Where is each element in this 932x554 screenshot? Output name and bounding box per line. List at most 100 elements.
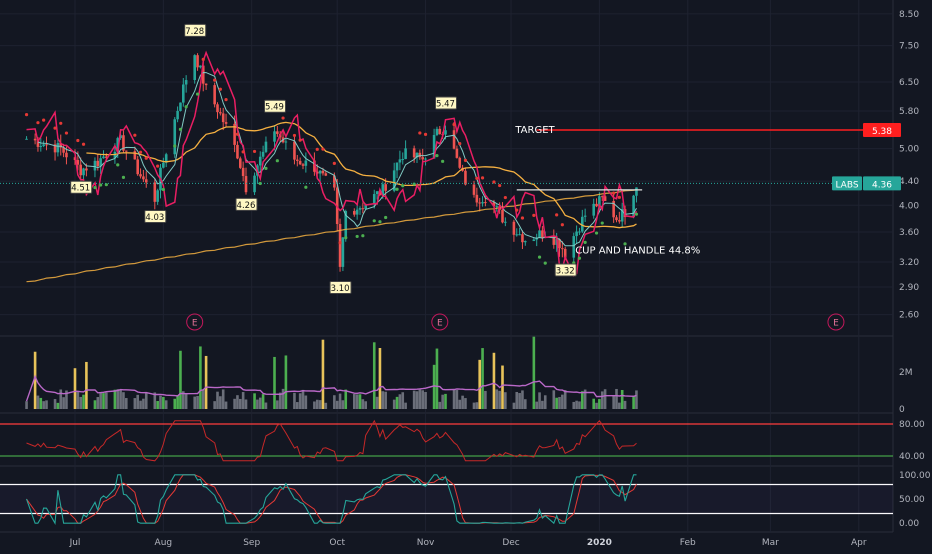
candle-body (598, 196, 601, 207)
sar-dot (53, 126, 57, 130)
price-flag-box (144, 209, 167, 223)
candle-body (475, 194, 479, 203)
candle-body (102, 156, 105, 159)
volume-bar (632, 395, 635, 409)
candle-body (56, 143, 60, 153)
sar-dot (577, 256, 582, 260)
candle-body (105, 156, 108, 158)
candle-body (418, 152, 422, 158)
volume-bar (612, 396, 615, 409)
candle-body (464, 170, 467, 185)
volume-bar (164, 400, 168, 409)
volume-bar (36, 395, 40, 409)
volume-bar (196, 395, 199, 409)
candle-body (216, 104, 219, 113)
sar-dot (634, 212, 639, 216)
candle-body (558, 239, 561, 249)
volume-bar (555, 397, 558, 409)
volume-bar (193, 396, 196, 409)
price-flag-text: 5.47 (436, 99, 455, 109)
last-price-text: 4.36 (872, 180, 892, 190)
volume-bar (318, 400, 322, 409)
sar-dot (515, 208, 519, 212)
volume-bar (139, 400, 142, 409)
sar-dot (121, 175, 126, 179)
sar-dot (623, 242, 627, 246)
volume-bar (618, 402, 621, 409)
candle-body (333, 175, 336, 188)
time-axis-tick: Dec (502, 538, 519, 548)
sar-dot (532, 213, 536, 217)
sar-dot (321, 147, 325, 151)
earnings-letter: E (833, 319, 839, 329)
time-axis-tick: Nov (417, 538, 435, 548)
candle-body (42, 144, 45, 147)
candle-body (344, 211, 348, 238)
sar-dot (178, 127, 183, 131)
candle-body (504, 221, 507, 223)
volume-bar (424, 392, 427, 409)
volume-bar (93, 400, 97, 409)
stoch-axis-tick: 0.00 (899, 519, 919, 529)
price-flag-box (184, 23, 207, 37)
volume-bar (344, 389, 348, 409)
price-flag-text: 3.32 (556, 267, 575, 277)
sar-dot (384, 215, 388, 220)
volume-bar (355, 394, 359, 409)
sar-dot (298, 138, 302, 142)
stoch-d-line (26, 474, 637, 524)
price-axis-tick: 7.50 (899, 42, 919, 52)
candle-body (321, 170, 325, 174)
volume-bar (324, 402, 328, 409)
candle-body (296, 159, 299, 161)
sar-dot (258, 181, 262, 186)
candle-body (62, 147, 65, 153)
sar-dot (218, 87, 222, 91)
volume-bar (56, 402, 60, 409)
sar-dot (213, 78, 217, 82)
volume-bar (521, 390, 524, 409)
sar-dot (537, 255, 542, 259)
candle-body (59, 143, 63, 148)
candle-body (575, 231, 578, 237)
target-price-text: 5.38 (872, 127, 892, 137)
sar-dot (555, 213, 559, 217)
price-axis-tick: 5.00 (899, 145, 919, 155)
ma-200-line (26, 189, 637, 283)
sar-dot (543, 261, 547, 265)
candle-body (404, 148, 407, 160)
volume-bar (364, 401, 367, 409)
price-flag-box (264, 99, 286, 113)
price-flag-box (329, 280, 352, 294)
stoch-band-fill (0, 484, 893, 514)
volume-bar (79, 396, 82, 409)
rsi-axis-tick: 80.00 (899, 420, 925, 430)
candle-body (204, 83, 208, 86)
candle-body (136, 159, 139, 175)
candle-body (412, 148, 416, 158)
sar-dot (418, 131, 422, 135)
volume-bar (461, 395, 464, 409)
candle-body (156, 190, 159, 202)
candle-body (318, 170, 322, 174)
volume-bar (113, 389, 117, 409)
candle-body (615, 217, 618, 221)
sar-dot (355, 234, 359, 239)
volume-bar (122, 392, 125, 409)
sar-dot (435, 154, 439, 158)
candle-body (578, 231, 581, 233)
sar-dot (332, 161, 336, 165)
candle-body (532, 239, 536, 242)
sar-dot (64, 131, 69, 135)
sar-dot (116, 163, 120, 167)
volume-bar (535, 401, 538, 409)
candle-body (515, 234, 519, 236)
candle-body (25, 138, 28, 140)
sar-dot (463, 158, 468, 162)
sar-dot (395, 187, 399, 191)
candle-body (33, 138, 37, 141)
volume-bar (581, 391, 584, 409)
sar-dot (492, 180, 496, 184)
